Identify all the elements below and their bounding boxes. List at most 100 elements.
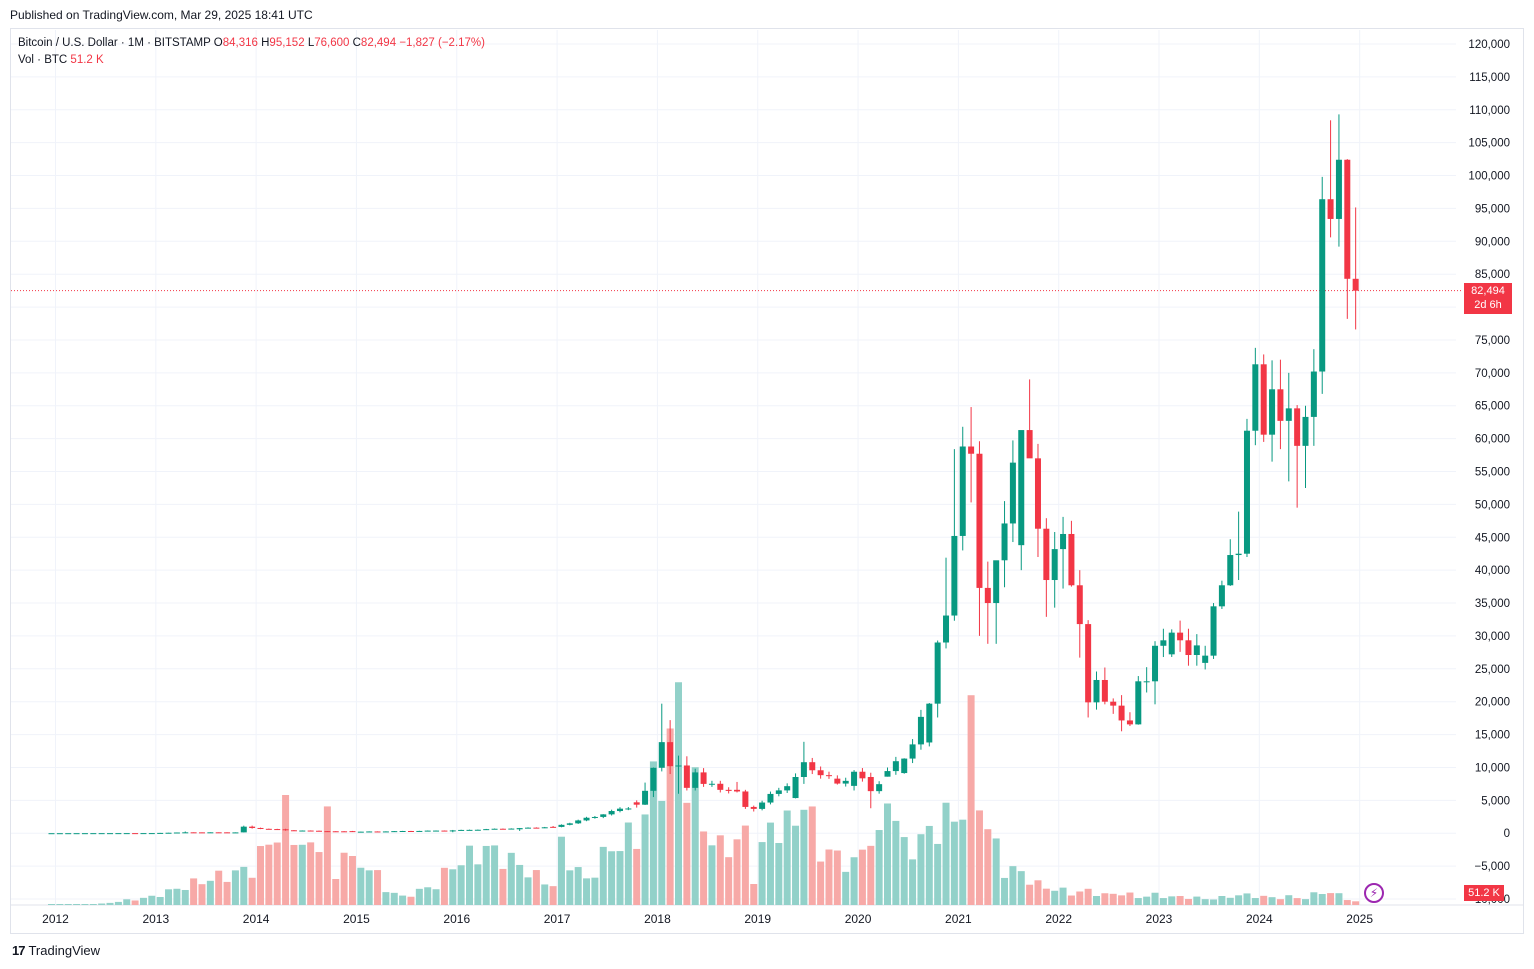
volume-bar xyxy=(1243,893,1251,905)
volume-bar xyxy=(507,852,515,905)
candle-body xyxy=(215,832,222,834)
volume-bar xyxy=(348,856,356,905)
volume-bar xyxy=(591,877,599,905)
candle-body xyxy=(1344,159,1351,279)
volume-bar xyxy=(73,904,81,905)
x-tick-label: 2025 xyxy=(1346,912,1373,926)
volume-bar xyxy=(491,845,499,905)
candle-body xyxy=(424,830,431,832)
chart-frame xyxy=(10,28,1524,934)
volume-bar xyxy=(975,810,983,905)
footer-brand[interactable]: 17 TradingView xyxy=(12,943,100,958)
candle-body xyxy=(1310,371,1317,417)
y-tick-label: 30,000 xyxy=(1475,631,1510,643)
candle-body xyxy=(48,833,55,835)
volume-bar xyxy=(1201,899,1209,905)
volume-bar xyxy=(206,880,214,905)
x-tick-label: 2019 xyxy=(744,912,771,926)
volume-bar xyxy=(257,846,264,905)
legend-volume-value: 51.2 K xyxy=(70,54,104,66)
candle-body xyxy=(625,808,632,810)
candle-body xyxy=(90,833,97,835)
volume-bar xyxy=(1293,898,1301,905)
candle-body xyxy=(1026,430,1033,459)
lightning-icon[interactable]: ⚡ xyxy=(1364,883,1384,903)
volume-bar xyxy=(374,870,382,905)
candle-body xyxy=(56,833,63,835)
volume-value-tag: 51.2 K xyxy=(1464,885,1504,901)
volume-bar xyxy=(1302,899,1309,905)
candle-body xyxy=(658,742,665,768)
candle-body xyxy=(692,772,699,788)
candle-body xyxy=(207,832,214,834)
candle-body xyxy=(1126,720,1133,725)
volume-bar xyxy=(925,825,933,905)
volume-bar xyxy=(432,889,440,905)
candle-body xyxy=(943,615,950,643)
volume-bar xyxy=(1076,891,1084,905)
candle-body xyxy=(1285,408,1292,421)
candle-body xyxy=(884,771,891,777)
candle-body xyxy=(157,832,164,834)
volume-bar xyxy=(817,861,825,905)
candle-body xyxy=(591,816,598,818)
volume-bar xyxy=(608,851,616,905)
candle-body xyxy=(299,830,306,832)
candle-body xyxy=(240,826,247,833)
y-tick-label: −5,000 xyxy=(1475,861,1511,873)
y-tick-label: 40,000 xyxy=(1475,565,1510,577)
candle-body xyxy=(224,832,231,834)
candle-body xyxy=(642,790,649,805)
volume-bar xyxy=(1143,896,1151,905)
y-tick-label: 55,000 xyxy=(1475,467,1510,479)
legend-high-label: H xyxy=(261,37,270,49)
volume-bar xyxy=(641,814,649,905)
volume-bar xyxy=(624,822,632,905)
candle-body xyxy=(1001,523,1008,561)
candle-body xyxy=(366,831,373,833)
candle-body xyxy=(859,771,866,779)
candle-body xyxy=(616,808,623,812)
volume-bar xyxy=(440,867,448,905)
candle-body xyxy=(466,829,473,831)
candle-body xyxy=(1034,458,1041,529)
candle-body xyxy=(1294,408,1301,446)
volume-bar xyxy=(415,888,423,905)
candle-body xyxy=(775,790,782,794)
volume-bar xyxy=(1285,895,1293,905)
y-tick-label: 45,000 xyxy=(1475,532,1510,544)
volume-bar xyxy=(1001,877,1009,905)
candle-body xyxy=(433,830,440,832)
candle-body xyxy=(1110,701,1117,706)
candle-body xyxy=(441,830,448,832)
candle-body xyxy=(550,826,557,828)
y-tick-label: 20,000 xyxy=(1475,697,1510,709)
x-tick-label: 2016 xyxy=(443,912,470,926)
candle-body xyxy=(290,830,297,832)
x-tick-label: 2022 xyxy=(1045,912,1072,926)
volume-bar xyxy=(1218,896,1226,905)
candle-body xyxy=(566,823,573,825)
candle-body xyxy=(959,446,966,536)
candle-body xyxy=(483,829,490,831)
candle-body xyxy=(173,832,180,834)
candle-body xyxy=(182,832,189,834)
volume-bar xyxy=(123,899,131,905)
legend-high-value: 95,152 xyxy=(269,37,305,49)
volume-bar xyxy=(549,886,557,905)
volume-bar xyxy=(758,842,766,905)
volume-bar xyxy=(357,867,365,905)
candle-body xyxy=(516,828,523,830)
volume-bar xyxy=(240,866,248,905)
candle-body xyxy=(374,831,381,833)
candle-body xyxy=(1252,364,1259,431)
candle-body xyxy=(407,830,414,832)
volume-bar xyxy=(649,761,657,905)
volume-bar xyxy=(223,881,231,905)
bar-countdown: 2d 6h xyxy=(1474,299,1502,311)
volume-bar xyxy=(858,849,866,905)
x-tick-label: 2013 xyxy=(142,912,169,926)
candle-body xyxy=(1210,606,1217,656)
volume-bar xyxy=(449,869,457,905)
